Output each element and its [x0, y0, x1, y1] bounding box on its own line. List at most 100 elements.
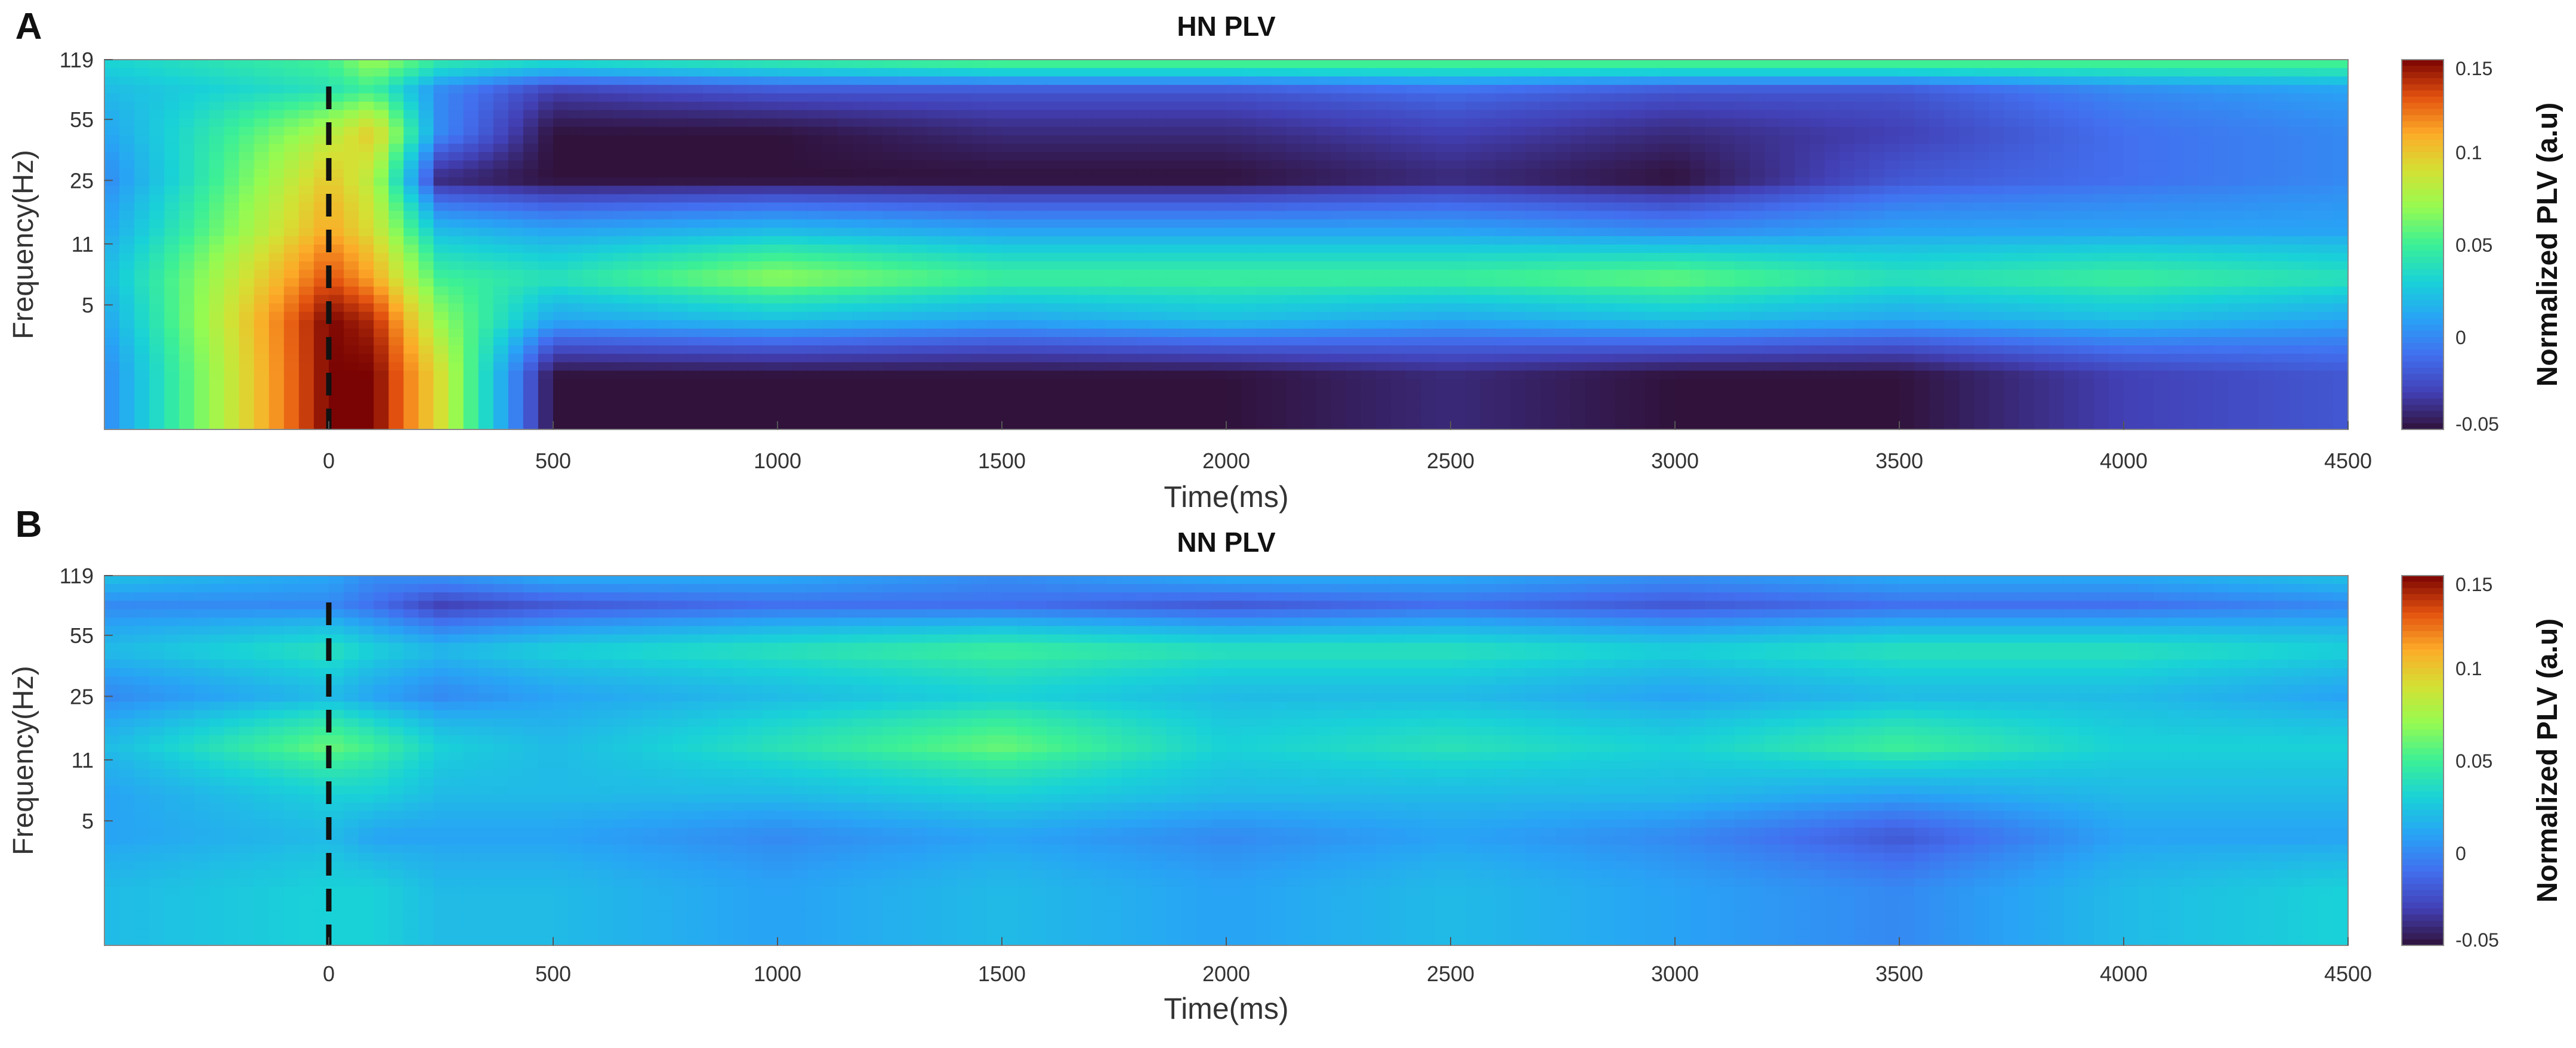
heatmap-cell — [1944, 93, 1960, 103]
heatmap-cell — [1151, 311, 1167, 321]
heatmap-cell — [672, 245, 689, 254]
heatmap-cell — [1346, 236, 1362, 245]
heatmap-cell — [433, 110, 449, 119]
heatmap-cell — [927, 118, 943, 128]
heatmap-cell — [448, 286, 464, 296]
heatmap-cell — [971, 194, 988, 203]
heatmap-cell — [628, 126, 643, 136]
heatmap-cell — [1451, 328, 1466, 338]
heatmap-cell — [1779, 177, 1796, 186]
heatmap-cell — [1839, 135, 1855, 144]
heatmap-cell — [643, 253, 659, 262]
heatmap-cell — [283, 286, 300, 296]
heatmap-cell — [732, 152, 748, 161]
heatmap-cell — [179, 160, 195, 169]
heatmap-cell — [1435, 126, 1451, 136]
heatmap-cell — [643, 135, 659, 144]
heatmap-cell — [986, 186, 1002, 195]
heatmap-cell — [1196, 76, 1212, 85]
heatmap-cell — [1495, 160, 1511, 169]
heatmap-cell — [1570, 160, 1586, 169]
heatmap-cell — [2213, 236, 2229, 245]
heatmap-cell — [1062, 211, 1077, 220]
heatmap-cell — [1331, 286, 1347, 296]
heatmap-cell — [1630, 110, 1646, 119]
heatmap-cell — [1017, 236, 1032, 245]
heatmap-cell — [807, 160, 823, 169]
heatmap-cell — [717, 328, 733, 338]
heatmap-cell — [1331, 211, 1347, 220]
heatmap-cell — [1914, 328, 1930, 338]
heatmap-cell — [882, 311, 898, 321]
heatmap-cell — [1091, 245, 1107, 254]
heatmap-cell — [1346, 85, 1362, 94]
heatmap-cell — [194, 68, 210, 77]
heatmap-cell — [1032, 278, 1047, 287]
heatmap-cell — [792, 60, 808, 69]
heatmap-cell — [1959, 253, 1975, 262]
heatmap-cell — [942, 202, 958, 212]
heatmap-cell — [2213, 126, 2229, 136]
heatmap-cell — [1705, 101, 1720, 111]
heatmap-cell — [1884, 219, 1900, 228]
heatmap-cell — [837, 320, 853, 329]
heatmap-cell — [1390, 227, 1406, 237]
heatmap-cell — [1809, 211, 1825, 220]
heatmap-cell — [2243, 311, 2259, 321]
heatmap-cell — [822, 219, 838, 228]
heatmap-cell — [1151, 68, 1167, 77]
heatmap-cell — [523, 270, 539, 279]
heatmap-cell — [2258, 126, 2274, 136]
heatmap-cell — [1764, 253, 1781, 262]
heatmap-cell — [1929, 295, 1945, 304]
heatmap-cell — [1824, 245, 1840, 254]
heatmap-cell — [1495, 261, 1511, 270]
heatmap-cell — [1645, 202, 1661, 212]
heatmap-cell — [2243, 126, 2259, 136]
heatmap-cell — [1630, 93, 1646, 103]
heatmap-cell — [778, 110, 793, 119]
heatmap-cell — [2139, 160, 2154, 169]
heatmap-cell — [239, 194, 255, 203]
heatmap-cell — [568, 118, 584, 128]
heatmap-cell — [583, 328, 599, 338]
heatmap-cell — [1062, 93, 1077, 103]
heatmap-cell — [672, 110, 689, 119]
heatmap-cell — [2228, 152, 2244, 161]
heatmap-cell — [1451, 270, 1466, 279]
heatmap-cell — [1151, 177, 1167, 186]
heatmap-cell — [388, 152, 404, 161]
heatmap-cell — [1929, 143, 1945, 153]
heatmap-cell — [1854, 286, 1870, 296]
heatmap-cell — [2063, 227, 2080, 237]
heatmap-cell — [1480, 227, 1496, 237]
heatmap-cell — [1076, 93, 1092, 103]
heatmap-cell — [2243, 143, 2259, 153]
heatmap-cell — [2154, 227, 2169, 237]
heatmap-cell — [658, 135, 674, 144]
heatmap-cell — [254, 202, 270, 212]
heatmap-cell — [1226, 194, 1242, 203]
heatmap-cell — [344, 295, 359, 304]
heatmap-cell — [1076, 303, 1092, 313]
heatmap-cell — [986, 135, 1002, 144]
heatmap-cell — [1510, 160, 1526, 169]
heatmap-cell — [2078, 186, 2094, 195]
heatmap-cell — [1271, 278, 1287, 287]
heatmap-cell — [478, 311, 494, 321]
heatmap-cell — [344, 337, 359, 346]
heatmap-cell — [388, 85, 404, 94]
heatmap-cell — [852, 186, 868, 195]
heatmap-cell — [104, 93, 120, 103]
heatmap-cell — [986, 194, 1002, 203]
heatmap-cell — [2093, 143, 2109, 153]
heatmap-cell — [1435, 152, 1451, 161]
heatmap-cell — [1750, 68, 1765, 77]
heatmap-cell — [1914, 219, 1930, 228]
heatmap-cell — [1106, 328, 1122, 338]
heatmap-cell — [2258, 253, 2274, 262]
heatmap-cell — [1570, 253, 1586, 262]
heatmap-cell — [1256, 85, 1272, 94]
heatmap-cell — [313, 177, 329, 186]
heatmap-cell — [1675, 286, 1690, 296]
